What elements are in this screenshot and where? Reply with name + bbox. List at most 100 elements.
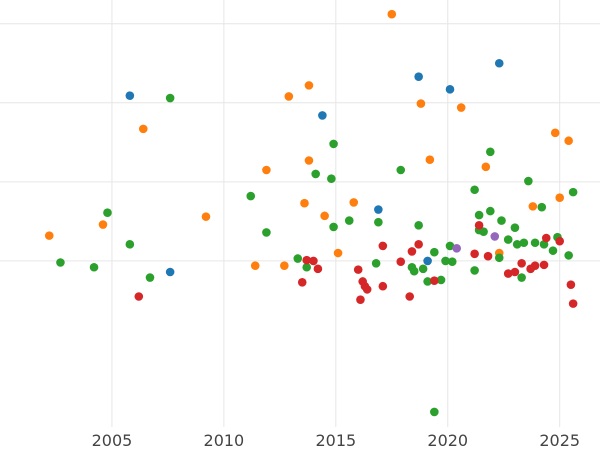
data-point-green bbox=[165, 93, 175, 103]
data-point-blue bbox=[414, 72, 423, 81]
data-point-green bbox=[302, 262, 312, 272]
x-axis-tick-labels: 2005 2010 2015 2020 2025 bbox=[92, 431, 580, 450]
data-point-blue bbox=[494, 58, 504, 68]
data-point-green bbox=[470, 266, 479, 275]
x-tick-label: 2005 bbox=[92, 431, 133, 450]
data-point-green bbox=[344, 216, 354, 225]
data-point-red bbox=[302, 255, 312, 265]
data-point-green bbox=[329, 222, 338, 232]
data-point-orange bbox=[300, 198, 309, 208]
data-point-blue bbox=[445, 85, 455, 94]
data-point-green bbox=[293, 254, 303, 263]
data-point-green bbox=[262, 228, 271, 237]
data-point-orange bbox=[201, 212, 211, 221]
data-point-red bbox=[510, 267, 520, 277]
data-point-green bbox=[327, 174, 336, 183]
data-point-red bbox=[530, 261, 540, 270]
data-point-green bbox=[418, 264, 428, 274]
data-point-green bbox=[517, 273, 526, 282]
data-point-green bbox=[447, 257, 457, 267]
data-point-red bbox=[541, 233, 551, 243]
data-point-green bbox=[329, 139, 338, 149]
data-point-purple bbox=[452, 243, 462, 253]
data-point-orange bbox=[44, 231, 54, 240]
data-point-red bbox=[405, 292, 415, 301]
data-point-orange bbox=[98, 220, 108, 229]
x-tick-label: 2025 bbox=[539, 431, 580, 450]
data-point-green bbox=[564, 251, 573, 260]
gridlines bbox=[0, 0, 600, 427]
data-point-orange bbox=[262, 165, 271, 175]
data-point-red bbox=[353, 265, 363, 274]
data-point-green bbox=[371, 258, 381, 268]
data-point-green bbox=[396, 165, 406, 175]
data-point-purple bbox=[490, 232, 500, 241]
data-point-green bbox=[430, 407, 439, 417]
data-point-green bbox=[445, 241, 455, 251]
data-point-orange bbox=[333, 248, 343, 258]
data-point-red bbox=[566, 280, 576, 289]
data-point-red bbox=[568, 299, 578, 308]
data-point-blue bbox=[125, 91, 135, 100]
data-points bbox=[44, 9, 578, 417]
data-point-green bbox=[441, 256, 450, 266]
data-point-orange bbox=[284, 92, 294, 101]
data-point-blue bbox=[318, 111, 327, 120]
data-point-orange bbox=[387, 9, 397, 19]
data-point-green bbox=[485, 147, 495, 157]
data-point-orange bbox=[528, 202, 538, 211]
data-point-red bbox=[470, 249, 479, 259]
data-point-red bbox=[407, 247, 417, 256]
data-point-red bbox=[362, 285, 372, 294]
data-point-green bbox=[548, 246, 558, 255]
data-point-green bbox=[494, 253, 504, 263]
data-point-orange bbox=[481, 162, 491, 172]
data-point-green bbox=[56, 258, 65, 267]
data-point-orange bbox=[320, 211, 329, 221]
data-point-orange bbox=[349, 198, 359, 207]
data-point-orange bbox=[250, 261, 260, 270]
data-point-red bbox=[474, 221, 484, 230]
data-point-red bbox=[313, 264, 323, 274]
data-point-green bbox=[423, 277, 432, 286]
data-point-red bbox=[134, 292, 144, 301]
data-point-orange bbox=[304, 81, 314, 90]
data-point-red bbox=[430, 276, 439, 285]
data-point-green bbox=[512, 240, 522, 249]
data-point-red bbox=[396, 257, 406, 267]
data-point-green bbox=[497, 216, 506, 225]
data-point-orange bbox=[456, 103, 466, 112]
data-point-red bbox=[378, 241, 388, 251]
data-point-green bbox=[374, 217, 383, 227]
data-point-green bbox=[474, 210, 484, 220]
data-point-green bbox=[530, 238, 540, 248]
data-point-red bbox=[414, 240, 423, 249]
data-point-red bbox=[539, 260, 549, 270]
data-point-red bbox=[555, 236, 565, 246]
x-tick-label: 2015 bbox=[315, 431, 356, 450]
data-point-green bbox=[89, 262, 99, 272]
data-point-orange bbox=[425, 155, 435, 165]
x-tick-label: 2020 bbox=[427, 431, 468, 450]
data-point-blue bbox=[374, 205, 383, 214]
data-point-green bbox=[436, 275, 446, 285]
data-point-green bbox=[519, 238, 529, 248]
data-point-orange bbox=[138, 124, 148, 134]
data-point-orange bbox=[555, 193, 565, 202]
data-point-green bbox=[485, 206, 495, 216]
data-point-red bbox=[378, 281, 388, 291]
data-point-red bbox=[483, 251, 493, 261]
data-point-red bbox=[309, 256, 318, 266]
data-point-green bbox=[103, 208, 112, 217]
x-tick-label: 2010 bbox=[204, 431, 245, 450]
data-point-blue bbox=[423, 256, 432, 266]
data-point-green bbox=[311, 169, 320, 179]
data-point-green bbox=[479, 227, 488, 236]
data-point-red bbox=[517, 258, 526, 268]
data-point-green bbox=[430, 247, 439, 257]
data-point-green bbox=[503, 235, 513, 244]
data-point-green bbox=[409, 266, 419, 276]
data-point-green bbox=[470, 185, 479, 195]
data-point-orange bbox=[550, 128, 560, 138]
